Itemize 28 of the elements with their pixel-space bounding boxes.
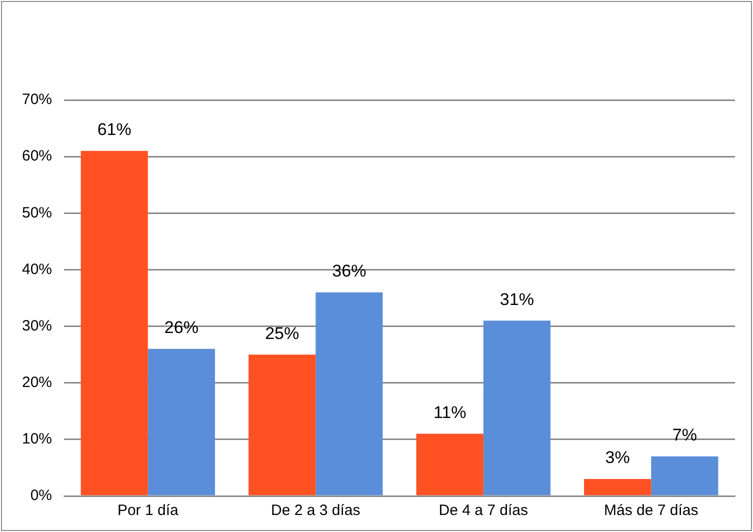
y-tick-label: 40% <box>22 260 52 278</box>
data-label: 61% <box>97 120 132 140</box>
bar <box>80 150 148 496</box>
y-tick-label: 50% <box>22 204 52 222</box>
data-label: 11% <box>433 402 466 422</box>
x-tick-label: Por 1 día <box>117 502 179 520</box>
data-label: 7% <box>672 426 697 445</box>
y-tick-label: 0% <box>30 487 52 504</box>
y-tick-label: 70% <box>22 91 52 108</box>
data-label: 25% <box>265 324 300 343</box>
y-tick-label: 10% <box>22 430 52 448</box>
x-tick-label: Más de 7 días <box>604 502 698 520</box>
bar <box>483 320 550 496</box>
bar <box>416 434 484 496</box>
bar <box>316 292 383 496</box>
bar <box>248 354 316 496</box>
data-label: 36% <box>332 262 366 281</box>
x-tick-label: De 2 a 3 días <box>271 502 360 520</box>
x-tick-label: De 4 a 7 días <box>438 502 528 520</box>
y-tick-label: 60% <box>22 148 52 165</box>
bar <box>651 456 718 496</box>
y-tick-label: 20% <box>22 374 52 391</box>
bar <box>584 479 652 496</box>
y-tick-label: 30% <box>22 317 52 334</box>
bar <box>148 348 215 496</box>
data-label: 3% <box>605 448 630 468</box>
data-label: 31% <box>500 290 534 309</box>
data-label: 26% <box>164 318 198 338</box>
